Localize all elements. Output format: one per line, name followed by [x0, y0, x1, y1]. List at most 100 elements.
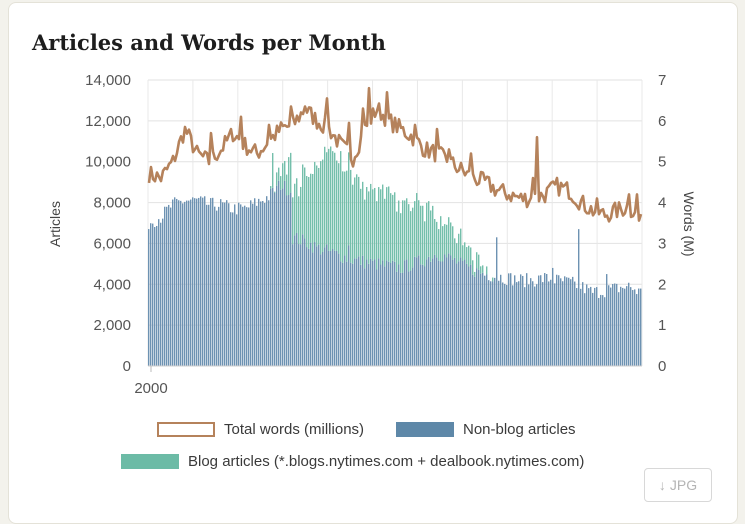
- bar-nonblog: [256, 205, 258, 366]
- bar-nonblog: [158, 219, 160, 366]
- bar-nonblog: [550, 279, 552, 366]
- bar-blog: [270, 186, 272, 189]
- bar-nonblog: [188, 200, 190, 366]
- bar-nonblog: [544, 273, 546, 366]
- bar-nonblog: [634, 289, 636, 366]
- bar-nonblog: [476, 268, 478, 366]
- bar-nonblog: [232, 212, 234, 366]
- bar-nonblog: [460, 257, 462, 366]
- bar-blog: [282, 163, 284, 189]
- bar-nonblog: [620, 286, 622, 366]
- bar-nonblog: [358, 256, 360, 366]
- y-tick-label: 6,000: [93, 235, 131, 252]
- bar-blog: [338, 163, 340, 254]
- bar-nonblog: [432, 258, 434, 366]
- bar-blog: [316, 165, 318, 247]
- bar-nonblog: [298, 244, 300, 366]
- bar-nonblog: [246, 207, 248, 366]
- legend-item-nonblog[interactable]: Non-blog articles: [396, 421, 576, 438]
- bar-blog: [428, 201, 430, 257]
- bar-nonblog: [484, 275, 486, 366]
- bar-blog: [426, 202, 428, 260]
- bar-nonblog: [494, 277, 496, 366]
- bar-blog: [296, 178, 298, 233]
- bar-nonblog: [326, 244, 328, 366]
- bar-nonblog: [236, 214, 238, 366]
- bar-nonblog: [288, 195, 290, 366]
- y2-axis-title: Words (M): [681, 191, 697, 256]
- y2-tick-label: 3: [658, 235, 666, 252]
- bar-blog: [442, 226, 444, 262]
- bar-nonblog: [356, 258, 358, 366]
- bar-nonblog: [156, 225, 158, 366]
- bar-nonblog: [624, 288, 626, 366]
- bar-nonblog: [562, 281, 564, 366]
- bar-nonblog: [522, 275, 524, 366]
- bar-nonblog: [440, 261, 442, 366]
- bar-nonblog: [576, 288, 578, 366]
- bar-blog: [430, 210, 432, 262]
- bar-nonblog: [610, 287, 612, 366]
- bar-blog: [462, 245, 464, 262]
- bar-nonblog: [260, 201, 262, 366]
- bar-blog: [394, 192, 396, 262]
- bar-nonblog: [560, 278, 562, 366]
- bar-blog: [330, 146, 332, 252]
- bar-blog: [308, 176, 310, 249]
- bar-nonblog: [362, 255, 364, 366]
- y2-tick-label: 4: [658, 195, 666, 212]
- bar-nonblog: [164, 206, 166, 366]
- bar-nonblog: [464, 259, 466, 366]
- legend-item-blog[interactable]: Blog articles (*.blogs.nytimes.com + dea…: [121, 453, 584, 470]
- bar-nonblog: [370, 258, 372, 366]
- y-tick-label: 2,000: [93, 317, 131, 334]
- bar-nonblog: [234, 204, 236, 366]
- bar-nonblog: [310, 242, 312, 366]
- bar-nonblog: [226, 200, 228, 366]
- y-axis-title: Articles: [47, 201, 63, 247]
- bar-blog: [382, 184, 384, 261]
- bar-nonblog: [328, 250, 330, 366]
- chart-title: Articles and Words per Month: [32, 30, 386, 55]
- bar-blog: [468, 245, 470, 267]
- y-tick-label: 8,000: [93, 195, 131, 212]
- bar-nonblog: [336, 250, 338, 366]
- legend-label-blog: Blog articles (*.blogs.nytimes.com + dea…: [188, 453, 585, 470]
- bar-nonblog: [392, 260, 394, 366]
- bar-nonblog: [338, 253, 340, 366]
- bar-nonblog: [442, 261, 444, 366]
- bar-nonblog: [190, 199, 192, 366]
- bar-nonblog: [604, 297, 606, 366]
- bar-blog: [320, 161, 322, 255]
- bar-nonblog: [546, 274, 548, 366]
- bar-nonblog: [354, 258, 356, 366]
- bar-nonblog: [482, 272, 484, 366]
- bar-nonblog: [514, 275, 516, 366]
- bar-blog: [410, 211, 412, 271]
- bar-blog: [306, 176, 308, 248]
- bar-nonblog: [238, 202, 240, 366]
- bar-nonblog: [222, 202, 224, 366]
- bar-nonblog: [498, 280, 500, 366]
- bar-blog: [298, 196, 300, 245]
- bar-blog: [460, 228, 462, 258]
- legend-item-words[interactable]: Total words (millions): [157, 421, 364, 438]
- bar-nonblog: [602, 295, 604, 366]
- bar-nonblog: [274, 192, 276, 366]
- bar-blog: [464, 242, 466, 260]
- bar-nonblog: [394, 261, 396, 366]
- bar-nonblog: [612, 284, 614, 366]
- y-tick-label: 4,000: [93, 276, 131, 293]
- bar-blog: [392, 194, 394, 261]
- bar-blog: [398, 200, 400, 265]
- bar-nonblog: [590, 286, 592, 366]
- bar-nonblog: [294, 235, 296, 366]
- x-tick-label: 2000: [134, 380, 167, 397]
- download-jpg-button[interactable]: ↓ JPG: [644, 468, 712, 502]
- bar-nonblog: [536, 284, 538, 366]
- legend-label-nonblog: Non-blog articles: [463, 421, 576, 438]
- bar-nonblog: [372, 260, 374, 366]
- bar-nonblog: [504, 283, 506, 366]
- bar-blog: [356, 174, 358, 259]
- bar-blog: [492, 277, 494, 282]
